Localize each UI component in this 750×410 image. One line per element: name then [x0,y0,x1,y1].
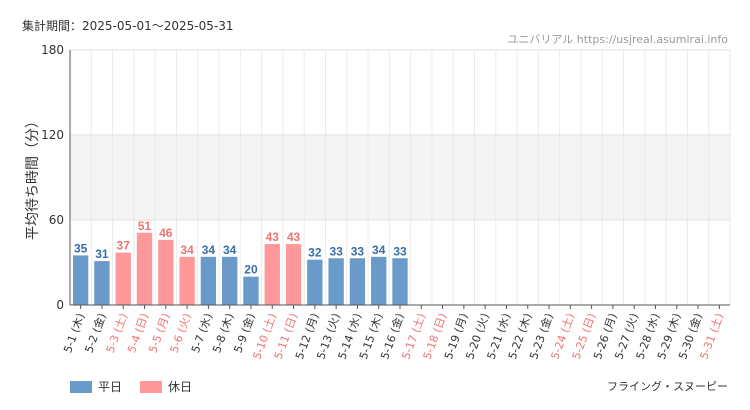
grid-band [70,135,730,220]
bar-value-label: 20 [244,263,258,277]
period-label: 集計期間：2025-05-01～2025-05-31 [22,19,234,33]
bar [371,256,387,305]
bar-value-label: 31 [95,247,109,261]
y-tick-label: 0 [56,298,64,312]
bar [307,259,323,305]
bar [158,239,174,305]
bar [200,256,217,305]
bar [243,276,259,305]
legend-label-holiday: 休日 [168,380,193,394]
legend-swatch-holiday [140,380,163,393]
bar [349,258,366,305]
bar-value-label: 37 [117,239,131,253]
bar [115,252,131,305]
bar-value-label: 34 [372,243,386,257]
source-label: ユニバリアル https://usjreal.asumirai.info [507,33,728,46]
bar [222,256,238,305]
bar-value-label: 33 [351,244,365,258]
y-tick-label: 60 [49,213,64,227]
y-axis-label: 平均待ち時間（分） [25,114,41,240]
legend: 平日 休日 [70,378,210,395]
legend-swatch-weekday [70,380,92,393]
bar-value-label: 51 [138,219,152,233]
legend-label-weekday: 平日 [98,380,123,394]
bar-value-label: 43 [287,230,301,244]
bar-value-label: 35 [74,241,88,255]
bar [264,244,280,305]
bar-value-label: 33 [329,244,343,258]
bar [392,258,408,305]
label-layer: 35 31 37 51 46 34 34 34 20 43 43 32 33 33 34 33 [74,219,407,277]
bar-value-label: 34 [223,243,237,257]
bar-value-label: 46 [159,226,173,240]
bar-value-label: 33 [393,244,407,258]
y-tick-label: 180 [41,43,64,57]
bar [94,261,110,305]
bar-value-label: 34 [202,243,216,257]
bar [285,244,302,305]
bar [179,256,195,305]
y-tick-label: 120 [41,128,64,142]
legend-item-holiday: 休日 [140,378,192,395]
bar-layer [72,232,408,305]
legend-item-weekday: 平日 [70,378,122,395]
bar-value-label: 43 [266,230,280,244]
bar [136,232,153,305]
attraction-name: フライング・スヌーピー [607,380,728,393]
bar [72,255,89,305]
bar-value-label: 34 [180,243,194,257]
bar-value-label: 32 [308,246,322,260]
bar [328,258,344,305]
